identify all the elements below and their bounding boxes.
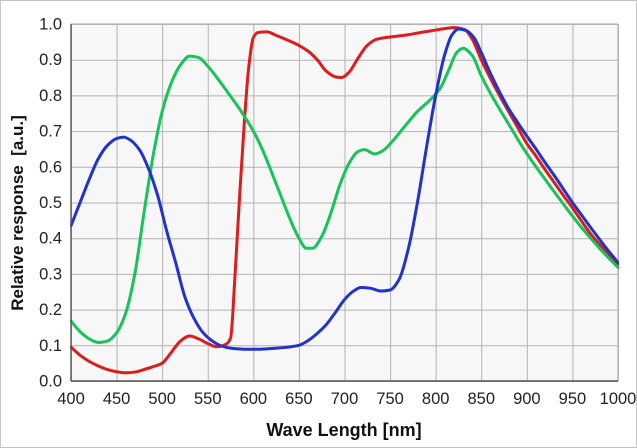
y-tick-labels: 0.0 0.1 0.2 0.3 0.4 0.5 0.6 0.7 0.8 0.9 1.0 [39, 16, 62, 391]
x-tick-label: 400 [57, 390, 85, 408]
y-tick-label: 0.2 [39, 301, 62, 319]
x-tick-label: 750 [376, 390, 404, 408]
x-tick-label: 500 [148, 390, 176, 408]
x-tick-label: 850 [467, 390, 495, 408]
x-tick-label: 1000 [600, 390, 637, 408]
y-tick-label: 0.3 [39, 265, 62, 283]
x-tick-label: 600 [240, 390, 268, 408]
y-tick-label: 0.5 [39, 194, 62, 212]
curve-blue-channel [70, 27, 619, 351]
y-tick-label: 0.7 [39, 123, 62, 141]
y-axis-title: Relative response [a.u.] [8, 115, 27, 311]
x-tick-label: 800 [422, 390, 450, 408]
axes [70, 24, 618, 382]
y-tick-label: 0.0 [39, 373, 62, 391]
y-tick-label: 0.8 [39, 87, 62, 105]
y-tick-label: 0.4 [39, 230, 62, 248]
x-tick-label: 900 [513, 390, 541, 408]
curve-green-channel [70, 46, 619, 344]
y-tick-label: 0.6 [39, 158, 62, 176]
curve-red-channel [70, 26, 619, 375]
y-tick-label: 1.0 [39, 16, 62, 34]
x-tick-label: 550 [194, 390, 222, 408]
x-tick-label: 650 [285, 390, 313, 408]
curves [70, 26, 619, 375]
y-tick-label: 0.1 [39, 337, 62, 355]
x-axis-title: Wave Length [nm] [266, 420, 422, 440]
x-tick-label: 450 [103, 390, 131, 408]
x-tick-labels: 400 450 500 550 600 650 700 750 800 850 900 950 1000 [57, 390, 636, 408]
gridlines [71, 24, 619, 382]
y-tick-label: 0.9 [39, 51, 62, 69]
x-tick-label: 950 [559, 390, 587, 408]
plot-border [71, 23, 619, 381]
x-tick-label: 700 [331, 390, 359, 408]
